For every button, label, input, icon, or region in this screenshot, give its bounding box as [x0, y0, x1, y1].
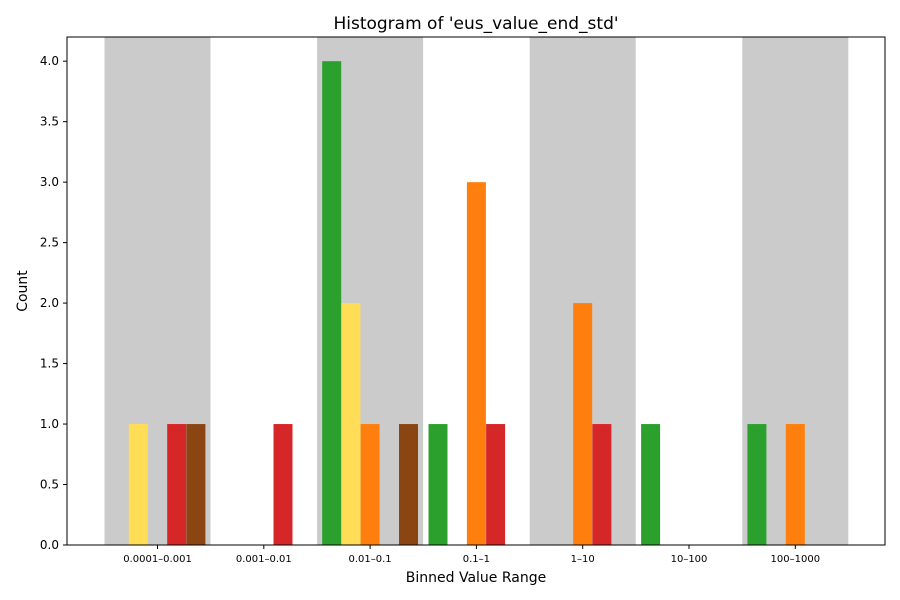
x-axis-label: Binned Value Range [406, 570, 546, 586]
x-tick-label: 0.01–0.1 [349, 554, 392, 565]
y-tick-label: 0.0 [40, 538, 59, 552]
y-tick-label: 4.0 [40, 54, 59, 68]
bar [428, 424, 448, 545]
bar [128, 424, 148, 545]
y-tick-label: 2.5 [40, 236, 59, 250]
x-tick-label: 0.1–1 [463, 554, 490, 565]
x-axis: 0.0001–0.001 0.001–0.01 0.01–0.1 0.1–1 1–10 1… [123, 545, 820, 565]
x-tick-label: 0.0001–0.001 [123, 554, 192, 565]
y-tick-label: 3.5 [40, 115, 59, 129]
bar [399, 424, 418, 545]
bar [641, 424, 661, 545]
y-tick-label: 1.5 [40, 357, 59, 371]
y-tick-label: 2.0 [40, 296, 59, 310]
y-tick-label: 1.0 [40, 417, 59, 431]
bar [273, 424, 293, 545]
bar [466, 182, 486, 545]
chart-title: Histogram of 'eus_value_end_std' [333, 14, 618, 34]
bar [486, 424, 506, 545]
bar [360, 424, 380, 545]
bar [592, 424, 612, 545]
bar [341, 303, 361, 545]
bar [747, 424, 767, 545]
bar [167, 424, 187, 545]
y-tick-label: 0.5 [40, 478, 59, 492]
bars-group [128, 61, 805, 545]
bar [186, 424, 206, 545]
y-axis-label: Count [15, 270, 31, 312]
bar [573, 303, 593, 545]
x-tick-label: 100–1000 [771, 554, 821, 565]
bar [322, 61, 342, 545]
y-axis: 0.0 0.5 1.0 1.5 2.0 2.5 3.0 3.5 4.0 [40, 54, 67, 552]
x-tick-label: 10–100 [671, 554, 708, 565]
x-tick-label: 1–10 [571, 554, 595, 565]
y-tick-label: 3.0 [40, 175, 59, 189]
x-tick-label: 0.001–0.01 [236, 554, 292, 565]
bar [785, 424, 805, 545]
